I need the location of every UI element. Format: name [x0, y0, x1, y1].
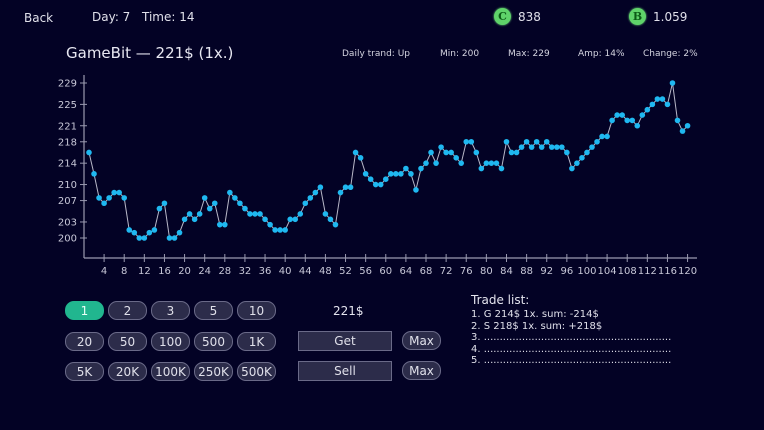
- trade-list-title: Trade list:: [471, 293, 530, 307]
- svg-text:210: 210: [58, 180, 77, 191]
- multiplier-button-500K[interactable]: 500K: [237, 362, 276, 381]
- multiplier-button-1K[interactable]: 1K: [237, 332, 276, 351]
- svg-text:32: 32: [239, 266, 252, 277]
- multiplier-button-10[interactable]: 10: [237, 301, 276, 320]
- svg-text:40: 40: [279, 266, 292, 277]
- multiplier-button-100K[interactable]: 100K: [151, 362, 190, 381]
- svg-text:92: 92: [540, 266, 553, 277]
- min-stat: Min: 200: [440, 49, 480, 59]
- coin-c-balance: C 838: [494, 8, 541, 25]
- daily-trend: Daily trand: Up: [342, 49, 410, 59]
- svg-text:12: 12: [138, 266, 151, 277]
- coin-c-value: 838: [518, 9, 541, 24]
- svg-text:108: 108: [618, 266, 637, 277]
- multiplier-button-3[interactable]: 3: [151, 301, 190, 320]
- trade-row: 2. S 218$ 1x. sum: +218$: [471, 320, 603, 332]
- svg-text:52: 52: [339, 266, 352, 277]
- svg-text:203: 203: [58, 217, 77, 228]
- multiplier-button-2[interactable]: 2: [108, 301, 147, 320]
- max-stat: Max: 229: [508, 49, 550, 59]
- multiplier-button-500[interactable]: 500: [194, 332, 233, 351]
- svg-text:56: 56: [359, 266, 372, 277]
- svg-text:76: 76: [460, 266, 473, 277]
- svg-text:72: 72: [440, 266, 453, 277]
- change-stat: Change: 2%: [643, 49, 698, 59]
- svg-text:207: 207: [58, 196, 77, 207]
- trade-list: 1. G 214$ 1x. sum: -214$ 2. S 218$ 1x. s…: [471, 309, 671, 367]
- svg-text:60: 60: [379, 266, 392, 277]
- trade-row: 5. .....................................…: [471, 355, 671, 366]
- multiplier-button-20K[interactable]: 20K: [108, 362, 147, 381]
- trade-row: 3. .....................................…: [471, 332, 671, 343]
- svg-text:80: 80: [480, 266, 493, 277]
- svg-text:104: 104: [598, 266, 617, 277]
- svg-text:218: 218: [58, 137, 77, 148]
- svg-text:8: 8: [121, 266, 127, 277]
- get-max-button[interactable]: Max: [402, 331, 441, 350]
- svg-text:20: 20: [178, 266, 191, 277]
- sell-button[interactable]: Sell: [298, 361, 392, 381]
- sell-max-button[interactable]: Max: [402, 361, 441, 380]
- multiplier-button-250K[interactable]: 250K: [194, 362, 233, 381]
- coin-b-icon: B: [629, 8, 646, 25]
- multiplier-button-5K[interactable]: 5K: [65, 362, 104, 381]
- svg-text:88: 88: [520, 266, 533, 277]
- current-price: 221$: [333, 304, 364, 318]
- svg-text:214: 214: [58, 159, 77, 170]
- multiplier-button-20[interactable]: 20: [65, 332, 104, 351]
- svg-text:221: 221: [58, 121, 77, 132]
- svg-text:112: 112: [638, 266, 657, 277]
- svg-text:36: 36: [259, 266, 272, 277]
- svg-text:24: 24: [198, 266, 211, 277]
- time-label: Time: 14: [142, 10, 195, 24]
- trade-row: 1. G 214$ 1x. sum: -214$: [471, 309, 599, 320]
- back-button[interactable]: Back: [24, 11, 54, 25]
- get-button[interactable]: Get: [298, 331, 392, 351]
- svg-text:200: 200: [58, 234, 77, 245]
- svg-text:116: 116: [658, 266, 677, 277]
- svg-text:225: 225: [58, 100, 77, 111]
- svg-text:120: 120: [678, 266, 697, 277]
- svg-text:4: 4: [101, 266, 107, 277]
- svg-text:28: 28: [218, 266, 231, 277]
- svg-text:100: 100: [577, 266, 596, 277]
- svg-text:84: 84: [500, 266, 513, 277]
- multiplier-button-5[interactable]: 5: [194, 301, 233, 320]
- day-label: Day: 7: [92, 10, 131, 24]
- coin-b-value: 1.059: [653, 9, 688, 24]
- multiplier-button-50[interactable]: 50: [108, 332, 147, 351]
- amp-stat: Amp: 14%: [578, 49, 625, 59]
- multiplier-button-100[interactable]: 100: [151, 332, 190, 351]
- coin-b-balance: B 1.059: [629, 8, 687, 25]
- svg-text:48: 48: [319, 266, 332, 277]
- coin-c-icon: C: [494, 8, 511, 25]
- multiplier-button-1[interactable]: 1: [65, 301, 104, 320]
- svg-text:96: 96: [560, 266, 573, 277]
- svg-text:44: 44: [299, 266, 312, 277]
- svg-text:64: 64: [400, 266, 413, 277]
- svg-text:68: 68: [420, 266, 433, 277]
- svg-text:16: 16: [158, 266, 171, 277]
- asset-title: GameBit — 221$ (1x.): [66, 44, 234, 62]
- trade-row: 4. .....................................…: [471, 343, 671, 355]
- svg-text:229: 229: [58, 78, 77, 89]
